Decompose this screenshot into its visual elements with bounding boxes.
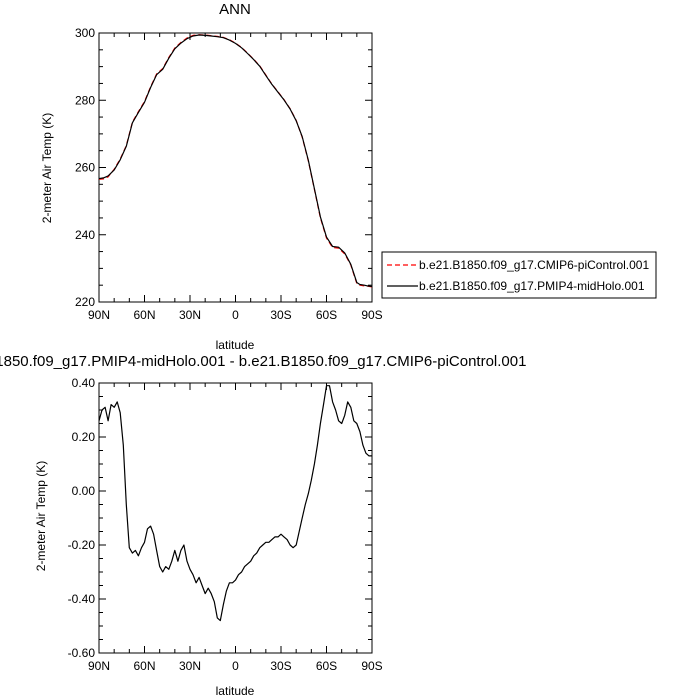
top-x-axis-label: latitude [216, 338, 255, 352]
x-tick-label: 30S [270, 659, 291, 673]
series-line-0-0 [98, 34, 373, 288]
series-line-1-0 [98, 385, 372, 622]
bottom-x-axis-label: latitude [216, 684, 255, 698]
y-tick-label: 0.20 [72, 430, 96, 444]
top-panel: ANN 90N 60N 30N 0 30S 60S 90S 220 240 260 280 300 l… [40, 1, 383, 352]
plot-frame [98, 32, 373, 303]
x-tick-label: 30N [179, 308, 201, 322]
legend-box [381, 251, 657, 299]
bottom-y-axis-label: 2-meter Air Temp (K) [34, 461, 48, 571]
x-tick-label: 60S [316, 659, 337, 673]
y-tick-label: 260 [75, 161, 95, 175]
x-tick-label: 60S [316, 308, 337, 322]
x-tick-label: 30S [270, 308, 291, 322]
y-tick-label: 240 [75, 228, 95, 242]
y-tick-label: -0.40 [68, 592, 96, 606]
y-tick-label: 220 [75, 295, 95, 309]
y-tick-label: -0.20 [68, 538, 96, 552]
top-y-axis-label: 2-meter Air Temp (K) [40, 113, 54, 223]
x-tick-label: 0 [232, 308, 239, 322]
y-tick-label: 0.40 [72, 376, 96, 390]
top-series-lines [98, 34, 373, 288]
x-tick-label: 60N [133, 308, 155, 322]
x-tick-label: 90S [361, 308, 382, 322]
x-tick-label: 90N [88, 308, 110, 322]
legend: b.e21.B1850.f09_g17.CMIP6-piControl.001 … [381, 251, 657, 299]
x-tick-label: 30N [179, 659, 201, 673]
bottom-axes: 90N 60N 30N 0 30S 60S 90S -0.60 -0.40 -0.20 0.00 0.… [68, 376, 383, 673]
y-tick-label: 0.00 [72, 484, 96, 498]
x-tick-label: 90N [88, 659, 110, 673]
y-tick-label: -0.60 [68, 646, 96, 660]
x-tick-label: 0 [232, 659, 239, 673]
x-tick-label: 90S [361, 659, 382, 673]
bottom-series-lines [98, 385, 372, 622]
top-chart-title: ANN [219, 1, 251, 18]
y-tick-label: 280 [75, 93, 95, 107]
y-tick-label: 300 [75, 26, 95, 40]
legend-label-picontrol: b.e21.B1850.f09_g17.CMIP6-piControl.001 [419, 258, 649, 272]
top-axes: 90N 60N 30N 0 30S 60S 90S 220 240 260 280 300 [75, 26, 383, 322]
series-line-0-1 [98, 34, 373, 288]
bottom-panel: b.e21.B1850.f09_g17.PMIP4-midHolo.001 - … [0, 353, 526, 698]
bottom-chart-title: b.e21.B1850.f09_g17.PMIP4-midHolo.001 - … [0, 353, 526, 370]
legend-label-midholo: b.e21.B1850.f09_g17.PMIP4-midHolo.001 [419, 279, 645, 293]
x-tick-label: 60N [133, 659, 155, 673]
plot-frame [98, 382, 373, 654]
